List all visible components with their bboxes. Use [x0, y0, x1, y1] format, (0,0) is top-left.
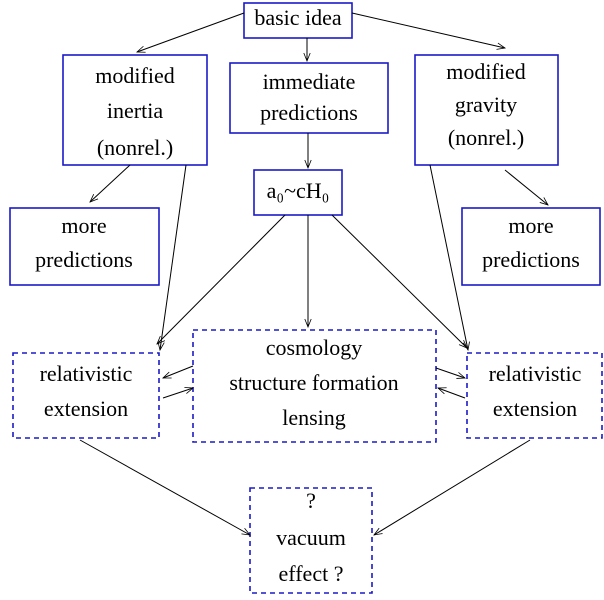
node-box	[9, 207, 160, 286]
arrow	[160, 164, 187, 350]
labels: basic idea modified inertia (nonrel.) im…	[35, 5, 582, 586]
node-label: gravity	[455, 92, 517, 117]
node-label: extension	[493, 396, 577, 421]
node-label: more	[61, 213, 106, 238]
node-label: structure formation	[229, 370, 398, 395]
node-label: relativistic	[489, 361, 582, 386]
node-label: cosmology	[266, 335, 363, 360]
node-label: (nonrel.)	[97, 135, 173, 160]
node-label: (nonrel.)	[448, 125, 524, 150]
arrow	[137, 12, 245, 52]
node-box	[243, 2, 353, 39]
node-label: vacuum	[276, 525, 346, 550]
arrow	[438, 388, 466, 399]
arrow	[504, 169, 548, 205]
arrows	[79, 12, 548, 535]
arrow	[429, 164, 468, 350]
node-label: modified	[446, 59, 525, 84]
node-box	[414, 54, 559, 166]
node-label: inertia	[107, 98, 163, 123]
node-label: predictions	[482, 247, 580, 272]
node-label: basic idea	[254, 5, 342, 30]
node-label: effect ?	[279, 561, 344, 586]
node-box	[192, 329, 437, 443]
node-label: more	[508, 213, 553, 238]
node-box	[12, 352, 160, 439]
node-box	[249, 487, 373, 594]
node-label: extension	[44, 396, 128, 421]
node-label: relativistic	[40, 361, 133, 386]
arrow	[435, 367, 465, 378]
node-box	[229, 62, 389, 134]
arrow	[162, 388, 193, 399]
node-label: immediate	[263, 69, 356, 94]
node-box	[461, 207, 601, 286]
node-box	[62, 54, 208, 166]
boxes	[9, 2, 603, 594]
node-box	[466, 352, 603, 439]
node-label: ?	[306, 488, 316, 513]
arrow	[157, 214, 286, 344]
arrow	[331, 214, 467, 348]
node-label: predictions	[260, 100, 358, 125]
arrow	[374, 439, 531, 535]
node-label: a₀~cH₀	[267, 178, 330, 203]
arrow	[79, 439, 250, 535]
node-label: lensing	[282, 405, 346, 430]
node-label: predictions	[35, 247, 133, 272]
node-label: modified	[95, 63, 174, 88]
arrow	[351, 12, 505, 48]
arrow	[90, 164, 131, 202]
arrow	[163, 365, 194, 379]
node-box	[253, 169, 343, 216]
